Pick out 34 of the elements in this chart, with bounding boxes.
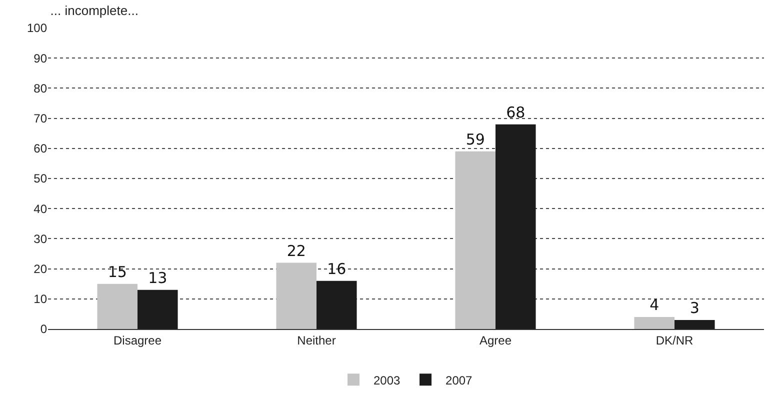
bar — [316, 280, 357, 329]
x-tick-label: Agree — [479, 333, 512, 348]
data-label: 59 — [466, 130, 485, 148]
data-label: 22 — [286, 242, 306, 260]
data-label: 15 — [108, 262, 127, 281]
legend-label: 2007 — [446, 373, 473, 388]
y-tick-label: 20 — [34, 262, 48, 276]
bar — [634, 316, 674, 329]
x-tick-label: Neither — [297, 333, 336, 348]
y-tick-label: 60 — [34, 142, 48, 156]
bar — [276, 262, 316, 329]
y-tick-label: 70 — [34, 112, 48, 126]
y-tick-label: 10 — [34, 292, 48, 306]
y-tick-label: 40 — [34, 202, 48, 216]
data-label: 4 — [650, 296, 660, 314]
data-label: 3 — [690, 298, 700, 317]
bar — [97, 284, 138, 329]
data-label: 16 — [327, 260, 346, 278]
y-tick-label: 90 — [34, 51, 48, 66]
bar — [674, 320, 715, 329]
y-tick-label: 30 — [34, 232, 48, 246]
bar — [496, 124, 536, 329]
y-tick-label: 80 — [34, 81, 48, 96]
y-tick-label: 50 — [34, 172, 48, 186]
bar — [455, 151, 496, 329]
y-tick-label: 0 — [40, 322, 48, 336]
bar — [138, 290, 178, 329]
x-tick-label: DK/NR — [656, 333, 694, 348]
legend-label: 2003 — [374, 373, 401, 388]
y-tick-label: 100 — [26, 21, 48, 36]
chart-title: ... incomplete... — [50, 3, 138, 18]
data-label: 13 — [148, 268, 168, 287]
data-label: 68 — [506, 103, 526, 122]
x-tick-label: Disagree — [113, 333, 162, 348]
